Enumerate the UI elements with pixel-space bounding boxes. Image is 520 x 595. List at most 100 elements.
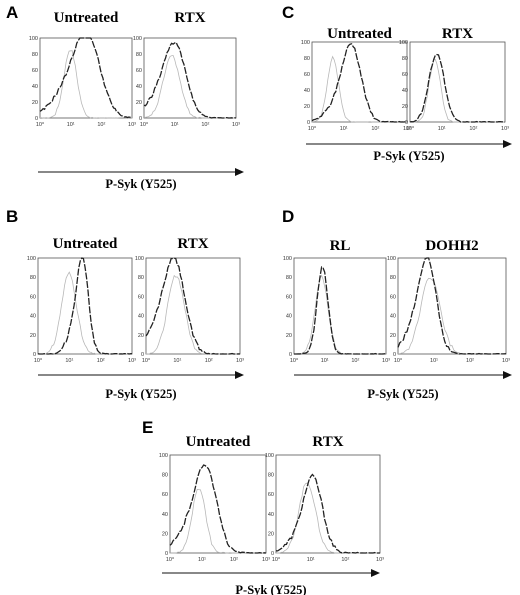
- y-tick-label: 80: [268, 473, 274, 479]
- y-tick-label: 100: [29, 36, 38, 42]
- y-tick-label: 20: [304, 104, 310, 110]
- x-axis-label: P-Syk (Y525): [367, 387, 438, 401]
- y-tick-label: 100: [283, 256, 292, 262]
- stained-histogram-curve: [37, 257, 133, 355]
- x-tick-label: 10³: [501, 126, 509, 132]
- control-histogram-curve: [397, 277, 507, 355]
- x-tick-label: 10³: [236, 358, 244, 364]
- arrowhead-icon: [371, 569, 380, 577]
- y-tick-label: 20: [402, 104, 408, 110]
- x-tick-label: 10⁰: [394, 357, 403, 364]
- y-tick-label: 60: [268, 492, 274, 498]
- y-tick-label: 20: [390, 333, 396, 339]
- x-tick-label: 10¹: [198, 557, 206, 563]
- plot-frame: [39, 37, 133, 119]
- y-tick-label: 0: [35, 116, 38, 122]
- x-tick-label: 10⁰: [290, 357, 299, 364]
- y-tick-label: 40: [136, 84, 142, 90]
- control-histogram-curve: [293, 274, 387, 355]
- panel-letter: A: [6, 3, 18, 22]
- arrowhead-icon: [503, 140, 512, 148]
- x-tick-label: 10²: [341, 557, 349, 563]
- control-histogram-curve: [409, 59, 506, 123]
- arrowhead-icon: [503, 371, 512, 379]
- x-tick-label: 10⁰: [34, 357, 43, 364]
- y-tick-label: 0: [33, 352, 36, 358]
- condition-title: RTX: [312, 434, 343, 450]
- condition-title: RTX: [174, 10, 205, 26]
- y-tick-label: 80: [390, 275, 396, 281]
- y-tick-label: 60: [390, 294, 396, 300]
- x-tick-label: 10⁰: [272, 556, 281, 563]
- x-tick-label: 10²: [97, 358, 105, 364]
- control-histogram-curve: [40, 50, 133, 119]
- condition-title: Untreated: [54, 10, 119, 26]
- stained-histogram-curve: [39, 37, 133, 119]
- y-tick-label: 60: [162, 492, 168, 498]
- y-tick-label: 40: [32, 84, 38, 90]
- x-tick-label: 10²: [230, 557, 238, 563]
- control-histogram-curve: [145, 274, 240, 355]
- plot-frame: [145, 257, 241, 355]
- x-tick-label: 10²: [205, 358, 213, 364]
- plot-frame: [293, 257, 387, 355]
- x-tick-label: 10⁰: [140, 121, 149, 128]
- y-tick-label: 40: [286, 314, 292, 320]
- y-tick-label: 80: [30, 275, 36, 281]
- y-tick-label: 20: [286, 333, 292, 339]
- y-tick-label: 80: [402, 56, 408, 62]
- y-tick-label: 100: [133, 36, 142, 42]
- y-tick-label: 40: [390, 314, 396, 320]
- stained-histogram-curve: [169, 464, 267, 554]
- stained-histogram-curve: [145, 257, 241, 355]
- y-tick-label: 20: [162, 531, 168, 537]
- y-tick-label: 60: [286, 294, 292, 300]
- condition-title: RTX: [177, 236, 208, 252]
- x-tick-label: 10³: [382, 358, 390, 364]
- y-tick-label: 100: [301, 40, 310, 46]
- x-axis-label: P-Syk (Y525): [105, 387, 176, 401]
- x-tick-label: 10⁰: [36, 121, 45, 128]
- control-histogram-curve: [37, 271, 133, 355]
- y-tick-label: 100: [399, 40, 408, 46]
- x-tick-label: 10¹: [173, 358, 181, 364]
- y-tick-label: 60: [32, 68, 38, 74]
- x-tick-label: 10²: [469, 126, 477, 132]
- x-axis-label: P-Syk (Y525): [105, 177, 176, 191]
- y-tick-label: 0: [141, 352, 144, 358]
- x-tick-label: 10²: [466, 358, 474, 364]
- panel-letter: E: [142, 418, 153, 437]
- x-tick-label: 10¹: [430, 358, 438, 364]
- x-tick-label: 10¹: [67, 122, 75, 128]
- condition-title: RL: [330, 238, 351, 254]
- condition-title: RTX: [442, 26, 473, 42]
- plot-frame: [397, 257, 507, 355]
- condition-title: DOHH2: [425, 238, 478, 254]
- y-tick-label: 0: [165, 551, 168, 557]
- panel-letter: C: [282, 3, 294, 22]
- y-tick-label: 60: [30, 294, 36, 300]
- plot-frame: [169, 454, 267, 554]
- plot-frame: [275, 454, 381, 554]
- y-tick-label: 0: [393, 352, 396, 358]
- stained-histogram-curve: [311, 43, 408, 123]
- x-tick-label: 10¹: [307, 557, 315, 563]
- control-histogram-curve: [144, 54, 237, 119]
- x-tick-label: 10²: [371, 126, 379, 132]
- x-tick-label: 10⁰: [142, 357, 151, 364]
- y-tick-label: 80: [286, 275, 292, 281]
- y-tick-label: 40: [162, 512, 168, 518]
- x-axis-label: P-Syk (Y525): [235, 583, 306, 595]
- y-tick-label: 60: [304, 72, 310, 78]
- y-tick-label: 80: [32, 52, 38, 58]
